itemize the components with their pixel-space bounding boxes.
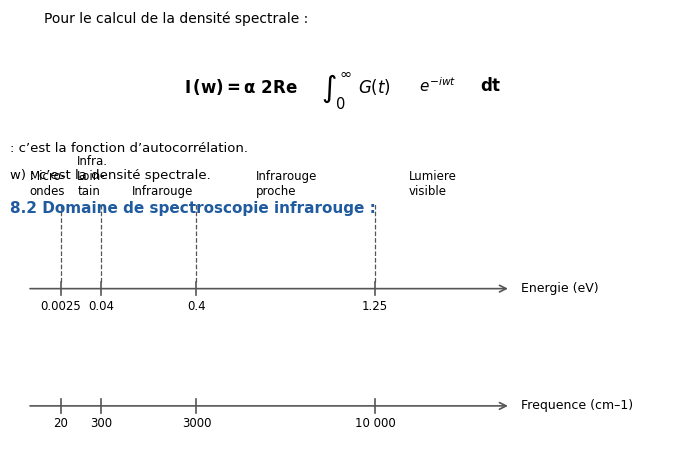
Text: w) : c’est la densité spectrale.: w) : c’est la densité spectrale. — [10, 169, 211, 182]
Text: 20: 20 — [53, 417, 68, 430]
Text: Micro-
ondes: Micro- ondes — [29, 170, 66, 198]
Text: 10 000: 10 000 — [355, 417, 396, 430]
Text: Infra.
Loin-
tain: Infra. Loin- tain — [77, 156, 108, 198]
Text: 0.4: 0.4 — [187, 300, 206, 313]
Text: $\int_{0}^{\infty}$: $\int_{0}^{\infty}$ — [321, 70, 352, 111]
Text: $e^{-iwt}$: $e^{-iwt}$ — [419, 77, 456, 95]
Text: $\mathit{G}(t)$: $\mathit{G}(t)$ — [358, 77, 390, 97]
Text: Infrarouge: Infrarouge — [132, 185, 193, 198]
Text: 8.2 Domaine de spectroscopie infrarouge :: 8.2 Domaine de spectroscopie infrarouge … — [10, 201, 376, 216]
Text: 300: 300 — [90, 417, 112, 430]
Text: $\mathbf{I\,(w) = \alpha\ 2Re}$: $\mathbf{I\,(w) = \alpha\ 2Re}$ — [184, 77, 298, 97]
Text: 3000: 3000 — [182, 417, 211, 430]
Text: 0.04: 0.04 — [88, 300, 114, 313]
Text: Energie (eV): Energie (eV) — [521, 282, 599, 295]
Text: : c’est la fonction d’autocorrélation.: : c’est la fonction d’autocorrélation. — [10, 142, 248, 155]
Text: Infrarouge
proche: Infrarouge proche — [256, 170, 317, 198]
Text: Pour le calcul de la densité spectrale :: Pour le calcul de la densité spectrale : — [44, 11, 308, 26]
Text: 1.25: 1.25 — [362, 300, 388, 313]
Text: Frequence (cm–1): Frequence (cm–1) — [521, 400, 633, 412]
Text: Lumiere
visible: Lumiere visible — [409, 170, 456, 198]
Text: 0.0025: 0.0025 — [40, 300, 81, 313]
Text: $\mathbf{dt}$: $\mathbf{dt}$ — [480, 77, 502, 95]
